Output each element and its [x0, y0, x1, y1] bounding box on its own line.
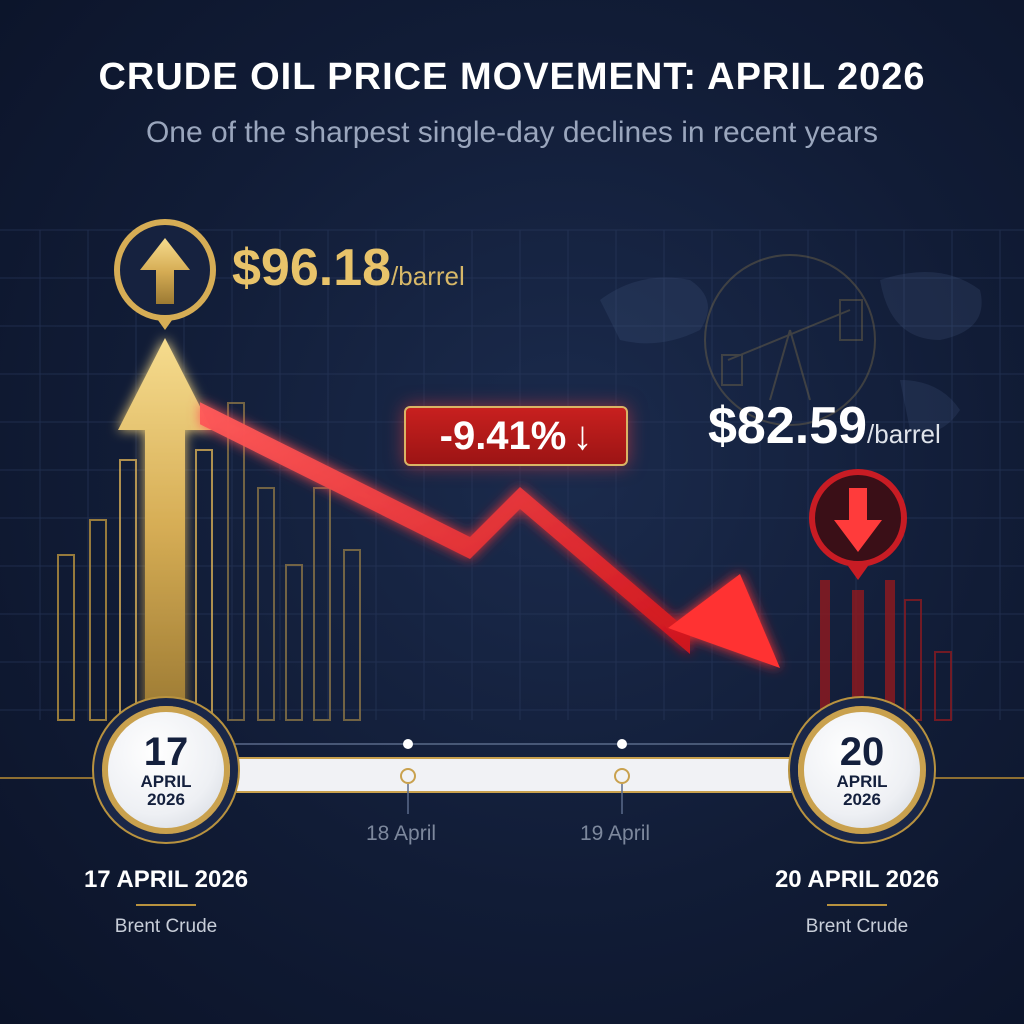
end-medal-year: 2026: [843, 790, 881, 809]
end-price-label: $82.59/barrel: [708, 396, 941, 456]
background-bar: [195, 449, 213, 721]
background-bar: [57, 554, 75, 721]
change-percent: -9.41%: [439, 413, 567, 458]
end-footer-series: Brent Crude: [805, 916, 909, 937]
background-bar: [934, 651, 952, 721]
background-bar: [227, 402, 245, 721]
timeline-dot: [617, 739, 627, 749]
down-arrow-icon: [809, 469, 907, 580]
end-date-medal: 20 APRIL 2026: [798, 706, 926, 834]
start-date-medal: 17 APRIL 2026: [102, 706, 230, 834]
end-footer: 20 APRIL 2026 Brent Crude: [752, 866, 962, 938]
timeline-marker: [614, 768, 630, 784]
end-price-value: $82.59: [708, 397, 868, 455]
background-bar: [285, 564, 303, 721]
divider: [136, 904, 196, 906]
decline-line: [200, 402, 690, 654]
end-medal-month: APRIL: [836, 772, 888, 792]
start-medal-day: 17: [143, 730, 189, 775]
background-bar: [904, 599, 922, 721]
start-price-unit: /barrel: [391, 261, 465, 291]
timeline-marker: [400, 768, 416, 784]
oil-pumpjack-icon: [704, 254, 876, 426]
background-bar: [89, 519, 107, 721]
background-bar: [119, 459, 137, 721]
end-falling-columns: [820, 580, 895, 720]
start-footer: 17 APRIL 2026 Brent Crude: [66, 866, 266, 938]
start-medal-month: APRIL: [140, 772, 192, 792]
decline-arrowhead: [668, 574, 780, 668]
divider: [827, 904, 887, 906]
down-arrow-icon: ↓: [572, 413, 593, 458]
end-footer-date: 20 APRIL 2026: [774, 866, 940, 893]
page-subtitle: One of the sharpest single-day declines …: [145, 116, 879, 149]
start-price-value: $96.18: [232, 239, 392, 297]
decline-arrow: [200, 402, 780, 668]
timeline-ticks: [400, 739, 630, 814]
end-medal-day: 20: [839, 730, 885, 775]
page-title: CRUDE OIL PRICE MOVEMENT: APRIL 2026: [98, 56, 926, 98]
end-price-unit: /barrel: [867, 419, 941, 449]
tick-label-18-april: 18 April: [366, 822, 437, 845]
start-footer-date: 17 APRIL 2026: [83, 866, 249, 893]
change-badge: -9.41% ↓: [404, 406, 628, 466]
timeline-dot: [403, 739, 413, 749]
start-footer-series: Brent Crude: [114, 916, 218, 937]
tick-label-19-april: 19 April: [580, 822, 651, 845]
start-price-label: $96.18/barrel: [232, 238, 465, 298]
start-rising-arrow: [118, 338, 212, 715]
background-bar: [257, 487, 275, 721]
start-medal-year: 2026: [147, 790, 185, 809]
up-arrow-icon: [114, 219, 216, 330]
world-map-shape: [600, 272, 982, 433]
background-bar: [343, 549, 361, 721]
background-bar: [313, 487, 331, 721]
